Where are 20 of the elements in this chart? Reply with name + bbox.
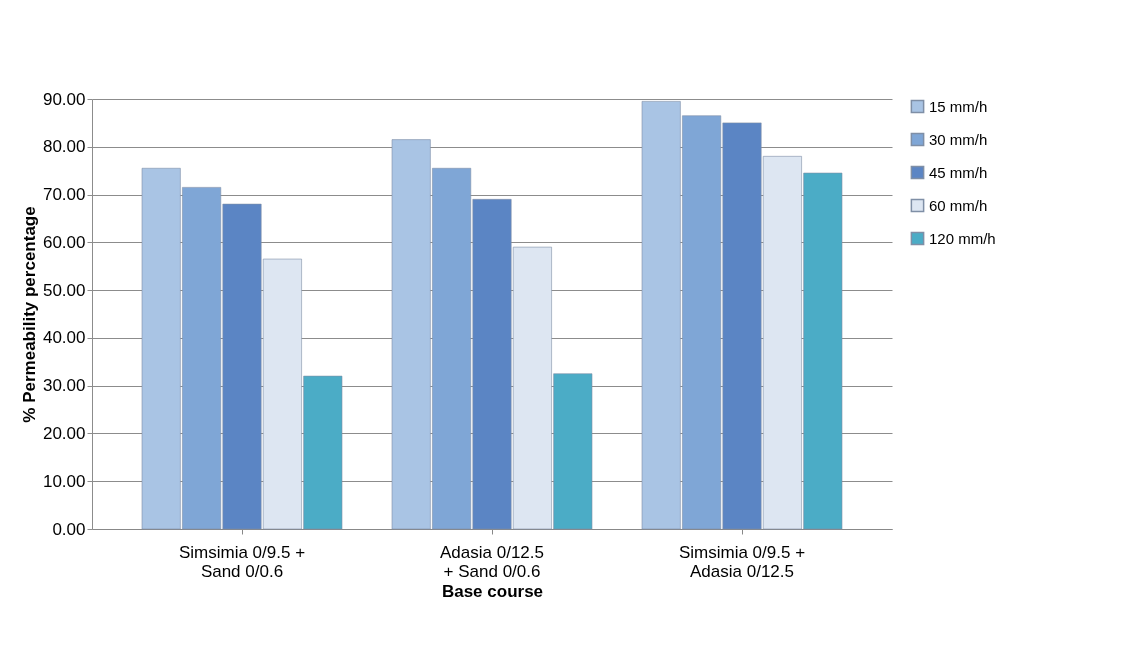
y-tick-label: 70.00 [42, 185, 86, 205]
legend-label: 45 mm/h [929, 163, 988, 181]
legend-label: 30 mm/h [929, 130, 988, 148]
y-tick-label: 90.00 [42, 89, 86, 109]
y-tick-label: 0.00 [52, 519, 86, 539]
y-tick-label: 30.00 [42, 376, 86, 396]
legend-label: 60 mm/h [929, 196, 988, 214]
y-axis-title: % Permeability percentage [19, 206, 39, 423]
y-tick-label: 10.00 [42, 471, 86, 491]
x-tick-label: Simsimia 0/9.5 + Sand 0/0.6 [178, 542, 306, 581]
x-axis-title: Base course [441, 581, 544, 601]
y-tick-label: 20.00 [42, 423, 86, 443]
y-tick-label: 40.00 [42, 328, 86, 348]
y-tick-label: 60.00 [42, 232, 86, 252]
x-tick-label: Simsimia 0/9.5 + Adasia 0/12.5 [678, 542, 806, 581]
y-tick-label: 80.00 [42, 137, 86, 157]
x-tick-label: Adasia 0/12.5 + Sand 0/0.6 [440, 542, 544, 581]
y-tick-label: 50.00 [42, 280, 86, 300]
legend-label: 120 mm/h [929, 229, 996, 247]
legend-label: 15 mm/h [929, 97, 988, 115]
